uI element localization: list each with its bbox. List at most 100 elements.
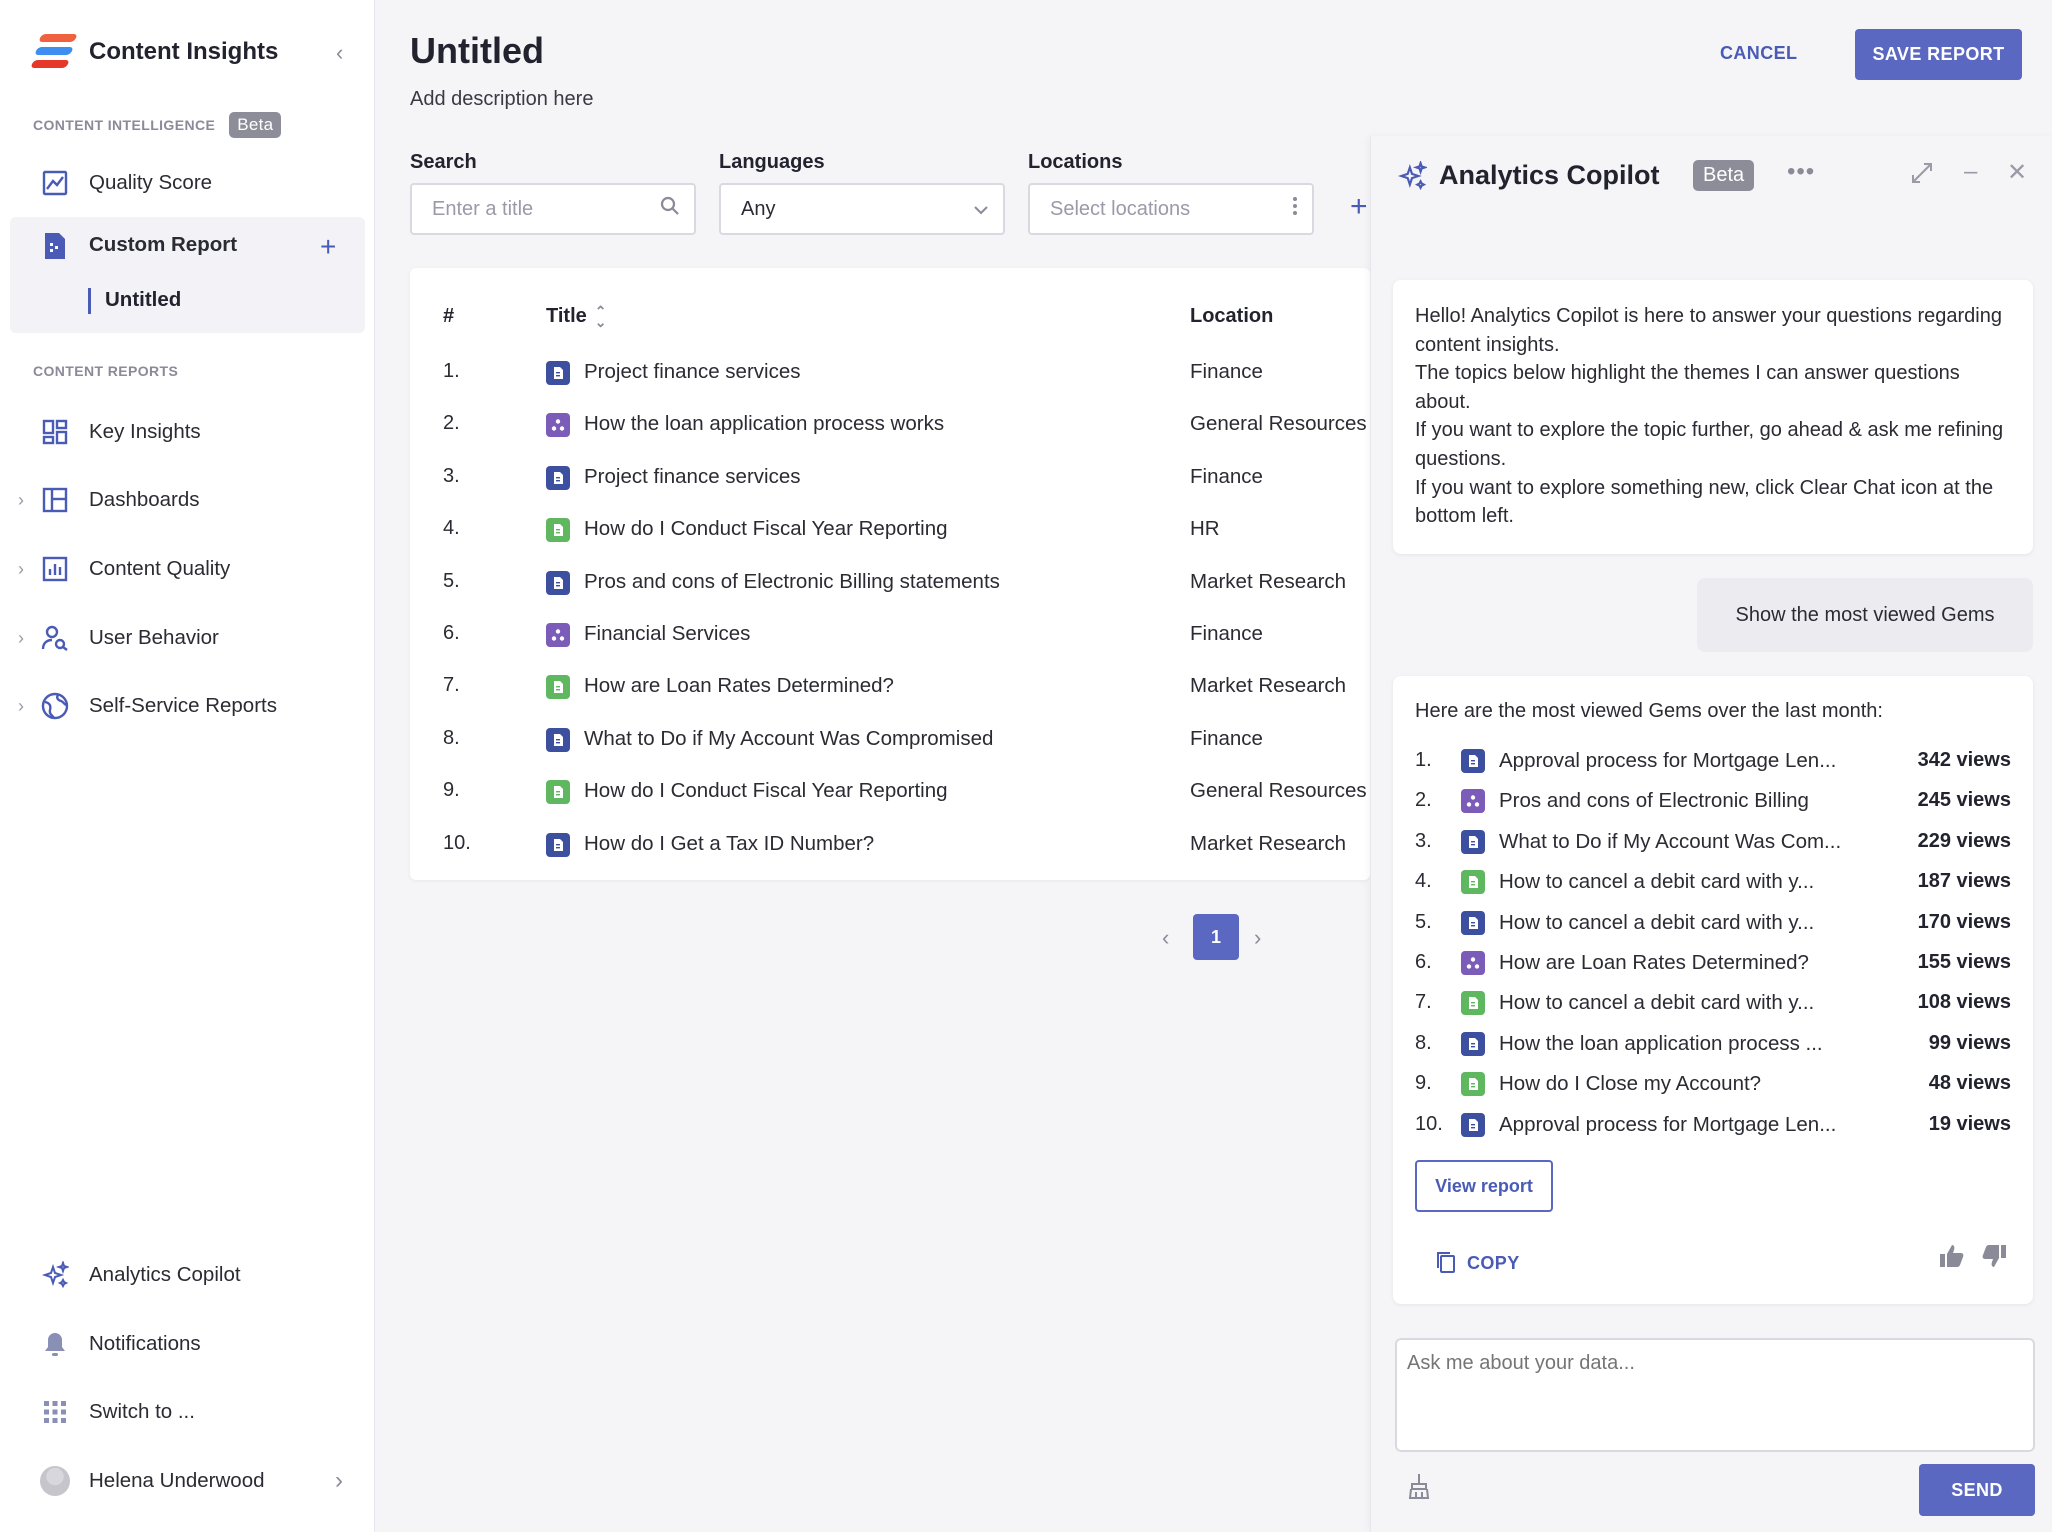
sidebar-item-quality-score[interactable]: Quality Score [10,154,365,212]
clear-chat-icon[interactable] [1407,1472,1431,1505]
sidebar-item-self-service-reports[interactable]: › Self-Service Reports [10,677,365,735]
page-title[interactable]: Untitled [410,30,544,71]
gem-title[interactable]: How are Loan Rates Determined? [1499,951,1809,974]
gem-list-item[interactable]: 5. How to cancel a debit card with y... 17… [1393,903,2033,943]
add-filter-icon[interactable]: + [1350,190,1368,223]
languages-select[interactable]: Any [719,183,1005,235]
table-row[interactable]: 6. Financial Services Finance [410,608,1370,660]
gem-rank: 2. [1415,789,1432,812]
copy-icon[interactable] [1435,1250,1457,1280]
page-description[interactable]: Add description here [410,88,594,110]
table-row[interactable]: 4. How do I Conduct Fiscal Year Reporting… [410,503,1370,555]
table-row[interactable]: 2. How the loan application process works… [410,398,1370,450]
search-icon [660,196,680,222]
gem-list-item[interactable]: 3. What to Do if My Account Was Com... 229… [1393,822,2033,862]
brand[interactable]: Content Insights [30,30,278,74]
gem-views: 108 views [1917,991,2011,1014]
table-row[interactable]: 7. How are Loan Rates Determined? Market R… [410,660,1370,712]
table-row[interactable]: 3. Project finance services Finance [410,451,1370,503]
gem-title[interactable]: How do I Close my Account? [1499,1072,1762,1096]
locations-select[interactable]: Select locations [1028,183,1314,235]
gem-title[interactable]: What to Do if My Account Was Com... [1499,829,1842,853]
row-title[interactable]: How do I Conduct Fiscal Year Reporting [584,779,948,803]
pagination-prev-icon[interactable]: ‹ [1162,925,1170,950]
more-options-icon[interactable]: ••• [1787,158,1816,185]
expand-icon[interactable] [1911,162,1933,190]
table-row[interactable]: 8. What to Do if My Account Was Compromis… [410,713,1370,765]
bar-chart-icon [40,554,70,584]
search-input[interactable]: Enter a title [410,183,696,235]
thumbs-up-icon[interactable] [1939,1244,1965,1275]
gem-title[interactable]: Pros and cons of Electronic Billing [1499,789,1809,813]
sidebar-item-user-behavior[interactable]: › User Behavior [10,609,365,667]
gem-title[interactable]: Approval process for Mortgage Len... [1499,749,1837,772]
gem-list-item[interactable]: 6. How are Loan Rates Determined? 155 view… [1393,943,2033,983]
sidebar-item-notifications[interactable]: Notifications [10,1315,365,1373]
sidebar-item-analytics-copilot[interactable]: Analytics Copilot [10,1246,365,1304]
pagination-next-icon[interactable]: › [1254,925,1262,950]
chevron-right-icon[interactable]: › [18,695,24,716]
row-title[interactable]: Project finance services [584,464,801,488]
row-title[interactable]: Project finance services [584,360,801,383]
chevron-right-icon[interactable]: › [18,558,24,579]
copilot-chat-input[interactable] [1395,1338,2035,1452]
gem-title[interactable]: How to cancel a debit card with y... [1499,870,1815,894]
sidebar-item-label: User Behavior [89,626,219,649]
column-header-title[interactable]: Title ⌃ ⌄ [546,302,607,330]
row-number: 4. [443,517,460,540]
collapse-sidebar-icon[interactable]: ‹ [336,40,344,65]
sparkle-icon [1397,159,1429,198]
pagination-page-current[interactable]: 1 [1193,914,1239,960]
gem-title[interactable]: How to cancel a debit card with y... [1499,991,1815,1015]
sidebar-item-label: Quality Score [89,171,213,194]
sidebar-item-key-insights[interactable]: Key Insights [10,403,365,461]
gem-views: 99 views [1928,1031,2011,1054]
sidebar-subitem-untitled[interactable]: Untitled [88,288,181,314]
copy-button[interactable]: COPY [1467,1253,1520,1273]
sidebar-item-switch-to[interactable]: Switch to ... [10,1383,365,1441]
close-icon[interactable]: ✕ [2007,159,2028,186]
chevron-right-icon[interactable]: › [18,627,24,648]
row-title[interactable]: How are Loan Rates Determined? [584,674,894,698]
table-row[interactable]: 10. How do I Get a Tax ID Number? Market R… [410,818,1370,870]
gem-list-item[interactable]: 9. How do I Close my Account? 48 views [1393,1064,2033,1104]
chart-line-icon [40,168,70,198]
report-table [410,268,1370,880]
row-title[interactable]: What to Do if My Account Was Compromised [584,726,994,750]
sidebar-item-user-profile[interactable]: Helena Underwood › [10,1452,365,1510]
view-report-button[interactable]: View report [1415,1160,1553,1212]
send-button[interactable]: SEND [1919,1464,2035,1516]
save-report-button[interactable]: SAVE REPORT [1855,29,2022,80]
cancel-button[interactable]: CANCEL [1720,43,1798,63]
gem-list-item[interactable]: 10. Approval process for Mortgage Len... 1… [1393,1105,2033,1145]
sidebar-item-custom-report[interactable]: Custom Report + [10,217,365,333]
chevron-right-icon[interactable]: › [335,1467,343,1494]
row-title[interactable]: How do I Get a Tax ID Number? [584,831,875,855]
gem-title[interactable]: How the loan application process ... [1499,1031,1823,1055]
table-row[interactable]: 1. Project finance services Finance [410,346,1370,398]
answer-heading: Here are the most viewed Gems over the l… [1415,700,1883,722]
row-title[interactable]: Pros and cons of Electronic Billing stat… [584,569,1000,593]
gem-title[interactable]: Approval process for Mortgage Len... [1499,1112,1837,1136]
sidebar-item-label: Self-Service Reports [89,694,277,717]
gem-list-item[interactable]: 2. Pros and cons of Electronic Billing 245… [1393,781,2033,821]
gem-list-item[interactable]: 4. How to cancel a debit card with y... 18… [1393,862,2033,902]
table-row[interactable]: 9. How do I Conduct Fiscal Year Reporting… [410,765,1370,817]
table-row[interactable]: 5. Pros and cons of Electronic Billing st… [410,556,1370,608]
add-report-icon[interactable]: + [320,231,337,262]
row-title[interactable]: How do I Conduct Fiscal Year Reporting [584,517,948,541]
gem-list-item[interactable]: 7. How to cancel a debit card with y... 10… [1393,983,2033,1023]
gem-list-item[interactable]: 8. How the loan application process ... 99… [1393,1024,2033,1064]
row-title[interactable]: How the loan application process works [584,412,945,436]
chevron-right-icon[interactable]: › [18,489,24,510]
sidebar-item-dashboards[interactable]: › Dashboards [10,471,365,529]
sidebar-item-content-quality[interactable]: › Content Quality [10,540,365,598]
gem-list-item[interactable]: 1. Approval process for Mortgage Len... 34… [1393,741,2033,781]
beta-badge: Beta [1693,160,1755,191]
row-title[interactable]: Financial Services [584,622,751,645]
thumbs-down-icon[interactable] [1981,1244,2007,1275]
minimize-icon[interactable]: – [1964,158,1978,185]
gem-title[interactable]: How to cancel a debit card with y... [1499,910,1815,934]
gem-views: 245 views [1917,789,2011,812]
sort-icon[interactable]: ⌃ ⌄ [594,302,607,330]
